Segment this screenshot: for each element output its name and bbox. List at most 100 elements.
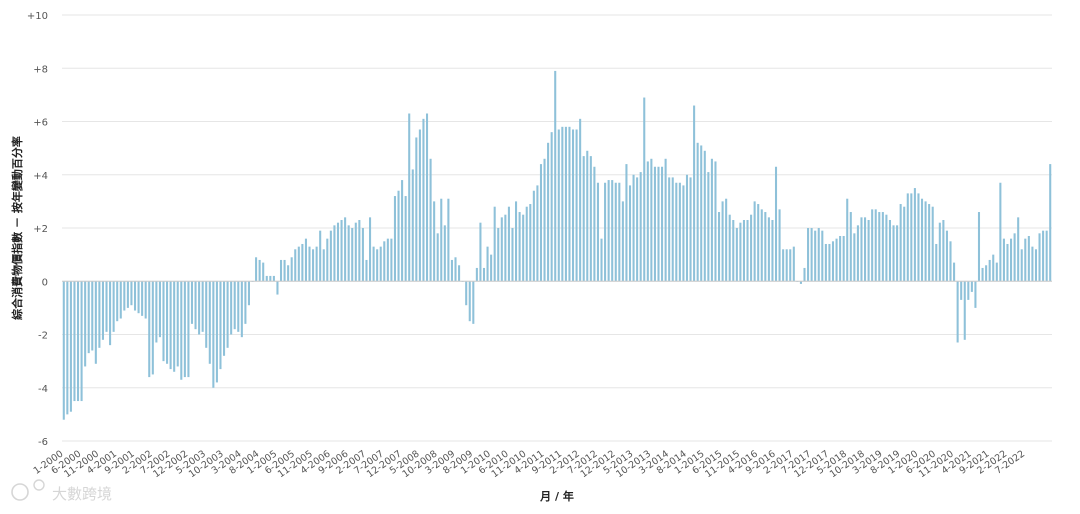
bar [180,281,183,380]
bar [924,201,927,282]
bar [361,228,364,282]
bar [938,222,941,282]
bar [336,222,340,282]
bar [920,198,924,282]
watermark-logo: 大數跨境 [11,479,112,503]
bar [864,217,867,282]
bar [458,265,461,282]
bar [447,198,450,282]
bar [960,281,963,300]
y-tick-label: +2 [33,224,48,235]
bar [1027,235,1030,282]
bar [839,235,842,282]
watermark-dot-icon [33,479,45,491]
bar [899,204,902,282]
bar [176,281,179,367]
bar [657,166,660,282]
bar [390,238,393,282]
bar [632,174,635,282]
bar [76,281,80,402]
bar [817,228,820,282]
bar [710,158,713,282]
bar [109,281,112,346]
bar [718,212,721,282]
bar [69,281,72,412]
bar [789,249,792,282]
bar [1031,246,1034,282]
bar [910,193,913,282]
bar [739,222,742,282]
bar [379,246,382,282]
bar [190,281,194,324]
bar [440,198,443,282]
bar [785,249,788,282]
bar [486,246,489,282]
bar [917,193,920,282]
bar [725,198,728,282]
bar [792,246,795,282]
bar [536,185,539,282]
bar [276,281,279,295]
bar [685,174,689,282]
bar [522,214,525,282]
bar [935,243,938,282]
bar [187,281,190,378]
bar [315,246,318,282]
bar [942,220,945,282]
bar [194,281,197,330]
bar [247,281,250,306]
bar [664,158,667,282]
bar [753,201,756,282]
bar [269,275,272,282]
bar [586,150,589,282]
bar [888,220,891,282]
bar [767,217,770,282]
bar [112,281,115,332]
bar [329,230,332,282]
bar [661,166,664,282]
bar [148,281,151,378]
bar [393,196,396,282]
bar [881,212,884,282]
bar [98,281,101,348]
bar [1049,164,1052,282]
bar [810,228,813,282]
bar [878,212,881,282]
bar [1006,243,1009,282]
bar [807,228,810,282]
bar [497,228,500,282]
bar [856,225,859,282]
bar [735,228,738,282]
bar [988,259,991,282]
bar [967,281,970,300]
bar [906,193,909,282]
bar [166,281,169,364]
bar [319,230,322,282]
bar [618,182,621,282]
bar [429,158,432,282]
bar [198,281,201,335]
bar [201,281,204,332]
bar [1017,217,1020,282]
bar [525,206,528,282]
bar [87,281,90,354]
y-axis-title: 綜合消費物價指數 － 按年變動百分率 [10,136,24,320]
bar [294,249,297,282]
bar [835,238,838,282]
bar [308,246,311,282]
bar [799,281,802,284]
bar [953,262,956,282]
bar [119,281,122,319]
bar [80,281,83,402]
bar [628,185,632,282]
bar [604,182,607,282]
bar [133,281,137,311]
bar [333,225,336,282]
bar [1034,249,1038,282]
bar [116,281,119,322]
bar [607,180,610,282]
bar [892,225,895,282]
bar [418,129,421,282]
bar [985,265,988,282]
